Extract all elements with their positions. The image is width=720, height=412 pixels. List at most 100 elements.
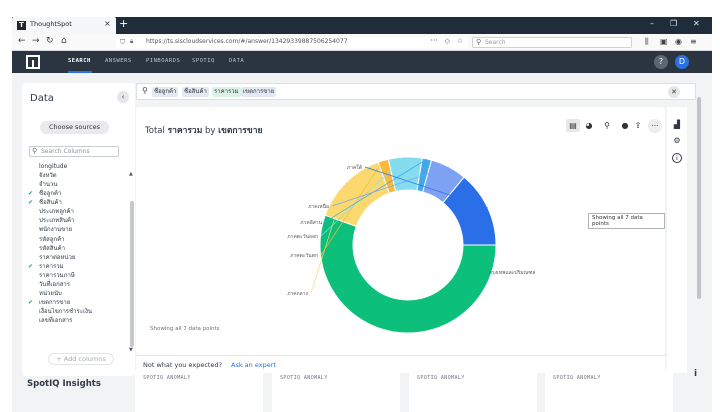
title-measure[interactable]: ราคารวม [167,126,203,136]
browser-navbar: ← → ↻ ⌂ ⛉ 🔒︎ https://ts.siscloudservices… [12,34,712,51]
library-icon[interactable]: ⫼ [645,37,649,46]
search-token[interactable]: เขตการขาย [241,87,277,97]
browser-tab[interactable]: T ThoughtSpot × [12,17,116,34]
column-item[interactable]: ประเภทสินค้า [28,216,128,225]
pin-board-icon[interactable]: ● [621,121,629,130]
browser-search-input[interactable]: ⚲ Search [472,37,632,48]
home-icon[interactable]: ⌂ [61,36,67,46]
slice-label: ภาคตะวันออก [287,234,318,240]
column-item[interactable]: ประเภทลูกค้า [28,207,128,216]
slice-leader-line [364,166,488,208]
search-token[interactable]: ราคารวม [212,87,241,97]
column-item[interactable]: จังหวัด [28,171,128,180]
column-item[interactable]: หน่วยนับ [28,289,128,298]
chart-type-icon[interactable]: ◕ [585,121,593,130]
pocket-icon[interactable]: ◇ [444,37,450,45]
spotiq-card-label: SPOTIQ ANOMALY [417,375,465,381]
spotiq-card[interactable]: SPOTIQ ANOMALY [272,369,400,412]
browser-window: T ThoughtSpot × + – ❐ ✕ ← → ↻ ⌂ ⛉ 🔒︎ htt… [12,17,712,412]
tab-close-icon[interactable]: × [104,19,111,28]
info-icon[interactable]: i [694,369,698,379]
chart-tooltip: Showing all 7 data points [588,213,665,229]
column-item[interactable]: ✔ ชื่อลูกค้า [28,189,128,198]
page-scrollbar[interactable] [697,97,701,299]
chart-config-icon[interactable]: ▟ [673,120,681,129]
scroll-down-icon[interactable]: ▼ [129,347,133,353]
column-item[interactable]: ราคาต่อหน่วย [28,253,128,262]
column-item[interactable]: วันที่เอกสาร [28,280,128,289]
slice-label: ภาคกลาง [287,291,308,297]
clear-search-icon[interactable]: ✕ [668,86,680,98]
bookmark-star-icon[interactable]: ☆ [456,37,463,45]
ask-expert-link[interactable]: Ask an expert [231,361,276,369]
nav-answers[interactable]: ANSWERS [105,58,132,64]
thoughtspot-logo[interactable] [26,55,40,69]
column-label: เขตการขาย [39,298,71,306]
restore-icon[interactable]: ❐ [670,19,678,28]
search-icon: ⚲ [476,38,482,46]
reload-icon[interactable]: ↻ [46,36,54,46]
slice-leader-line [320,156,406,237]
column-label: ราคารวมภาษี [39,271,75,279]
thoughtspot-favicon-icon: T [17,21,26,30]
menu-icon[interactable]: ≡ [690,37,697,46]
table-icon[interactable]: ▤ [566,119,580,132]
spotiq-card[interactable]: SPOTIQ ANOMALY [545,369,673,412]
column-item[interactable]: ✔ เขตการขาย [28,298,128,307]
column-item[interactable]: พนักงานขาย [28,225,128,234]
column-search-placeholder: Search Columns [41,148,90,155]
info-icon[interactable]: i [672,153,682,163]
right-rail: ▟ ⚙ i [667,107,687,373]
more-icon[interactable]: ··· [648,119,662,133]
slice-label: ภาคเหนือ [308,203,329,210]
column-item[interactable]: จำนวน [28,180,128,189]
address-bar[interactable]: ⛉ 🔒︎ https://ts.siscloudservices.com/#/a… [116,36,468,48]
column-item[interactable]: เลขที่เอกสาร [28,316,128,325]
share-icon[interactable]: ⇪ [634,121,642,130]
collapse-panel-button[interactable]: ‹ [117,91,129,103]
help-icon[interactable]: ? [654,55,668,69]
donut-slice[interactable] [319,214,497,334]
column-item[interactable]: longitude [28,162,128,171]
column-item[interactable]: รหัสสินค้า [28,244,128,253]
column-item[interactable]: ✔ ชื่อสินค้า [28,198,128,207]
slice-leader-line [310,182,347,294]
add-columns-button[interactable]: + Add columns [48,353,114,365]
browser-tabstrip: T ThoughtSpot × + – ❐ ✕ [12,17,712,34]
search-token[interactable]: ชื่อสินค้า [182,87,209,97]
spotiq-card[interactable]: SPOTIQ ANOMALY [409,369,537,412]
sidebar-icon[interactable]: ▣ [660,37,668,46]
search-token[interactable]: ชื่อลูกค้า [152,87,179,97]
column-item[interactable]: เงื่อนไขการชำระเงิน [28,307,128,316]
column-search-input[interactable]: ⚲ Search Columns [29,146,119,157]
window-close-icon[interactable]: ✕ [693,19,700,28]
column-item[interactable]: ราคารวมภาษี [28,271,128,280]
search-icon: ⚲ [32,147,38,155]
avatar[interactable]: D [675,55,689,69]
column-label: ชื่อลูกค้า [39,190,62,198]
column-list: longitude จังหวัด จำนวน ✔ ชื่อลูกค้า ✔ ชื่อสิน… [28,162,128,325]
column-item[interactable]: รหัสลูกค้า [28,235,128,244]
account-icon[interactable]: ◉ [675,37,682,46]
gear-icon[interactable]: ⚙ [673,136,681,145]
pin-icon[interactable]: ⚲ [604,121,610,130]
new-tab-icon[interactable]: + [119,17,129,30]
donut-slice[interactable] [442,176,497,246]
scroll-up-icon[interactable]: ▲ [129,171,133,177]
column-item[interactable]: ✔ ราคารวม [28,262,128,271]
minimize-icon[interactable]: – [650,19,654,28]
column-list-scrollbar[interactable] [130,201,134,347]
choose-sources-button[interactable]: Choose sources [40,121,109,134]
page-actions-icon[interactable]: ··· [430,36,438,45]
nav-search[interactable]: SEARCH [68,58,91,64]
spotiq-card[interactable]: SPOTIQ ANOMALY [135,369,263,412]
forward-icon[interactable]: → [32,36,40,46]
back-icon[interactable]: ← [18,36,26,46]
nav-pinboards[interactable]: PINBOARDS [146,58,181,64]
nav-data[interactable]: DATA [229,58,245,64]
search-bar[interactable]: ⚲ ชื่อลูกค้า ชื่อสินค้า ราคารวม เขตการขา… [136,83,696,100]
title-attribute[interactable]: เขตการขาย [218,126,263,136]
nav-spotiq[interactable]: SPOTIQ [192,58,215,64]
checkmark-icon: ✔ [28,190,34,198]
url-text: https://ts.siscloudservices.com/#/answer… [146,38,348,45]
